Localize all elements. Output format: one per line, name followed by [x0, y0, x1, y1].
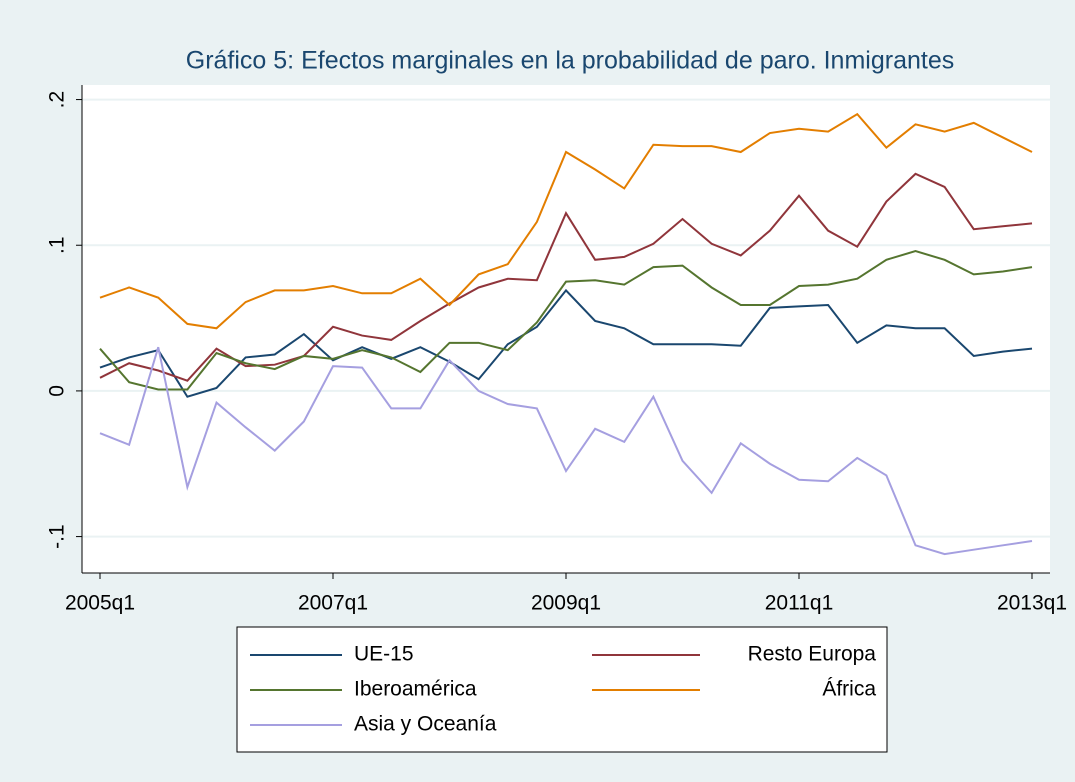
x-tick-label: 2013q1 [997, 592, 1067, 615]
y-tick-label: 0 [46, 385, 69, 397]
series-line [99, 112, 1033, 330]
x-tick-label: 2007q1 [298, 592, 368, 615]
y-tick-label: .1 [46, 236, 69, 254]
series-line [99, 346, 1033, 556]
legend-label: África [822, 678, 876, 701]
x-tick-label: 2005q1 [65, 592, 135, 615]
y-tick-label: -.1 [46, 524, 69, 549]
legend-label: Iberoamérica [354, 678, 477, 701]
series-line [99, 250, 1033, 391]
legend-label: Asia y Oceanía [354, 713, 497, 736]
plot-area [82, 85, 1050, 573]
y-tick-label: .2 [46, 91, 69, 109]
chart-title: Gráfico 5: Efectos marginales en la prob… [186, 47, 954, 75]
legend-box [236, 626, 888, 753]
x-tick-label: 2011q1 [765, 592, 834, 615]
series-line [99, 288, 1033, 398]
x-tick-label: 2009q1 [531, 592, 601, 615]
legend-label: Resto Europa [748, 643, 877, 666]
legend-label: UE-15 [354, 643, 414, 666]
